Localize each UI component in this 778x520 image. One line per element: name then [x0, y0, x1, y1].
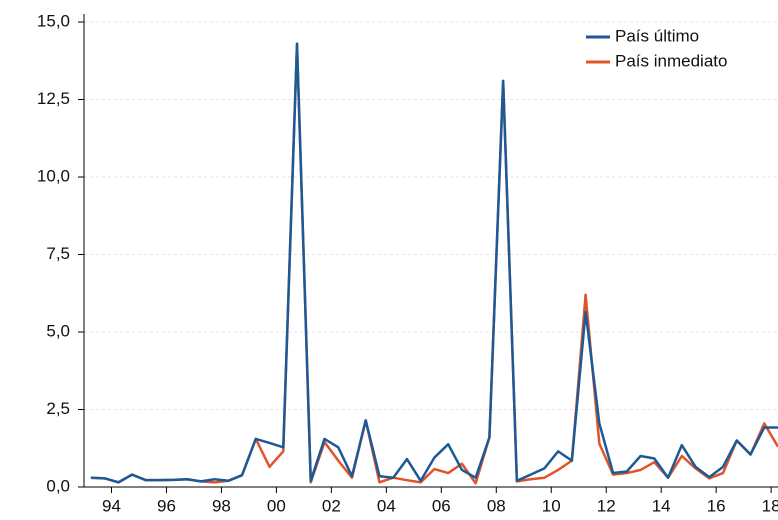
x-tick-label: 16: [707, 496, 726, 515]
x-tick-label: 98: [212, 496, 231, 515]
x-tick-label: 00: [267, 496, 286, 515]
y-tick-label: 0,0: [46, 476, 70, 495]
y-tick-label: 12,5: [37, 89, 70, 108]
x-tick-label: 12: [597, 496, 616, 515]
y-tick-label: 10,0: [37, 166, 70, 185]
x-tick-label: 14: [652, 496, 671, 515]
x-tick-label: 94: [102, 496, 121, 515]
x-tick-label: 18: [762, 496, 778, 515]
series-line: [90, 42, 778, 484]
x-tick-label: 06: [432, 496, 451, 515]
x-tick-label: 96: [157, 496, 176, 515]
y-tick-label: 7,5: [46, 244, 70, 263]
legend-label: País inmediato: [615, 51, 727, 70]
series-line: [90, 42, 778, 485]
plot-area: [90, 42, 778, 485]
x-tick-label: 10: [542, 496, 561, 515]
x-tick-label: 04: [377, 496, 396, 515]
y-tick-label: 2,5: [46, 399, 70, 418]
x-tick-label: 08: [487, 496, 506, 515]
y-tick-label: 5,0: [46, 321, 70, 340]
x-tick-label: 02: [322, 496, 341, 515]
y-tick-label: 15,0: [37, 11, 70, 30]
legend-label: País último: [615, 26, 699, 45]
